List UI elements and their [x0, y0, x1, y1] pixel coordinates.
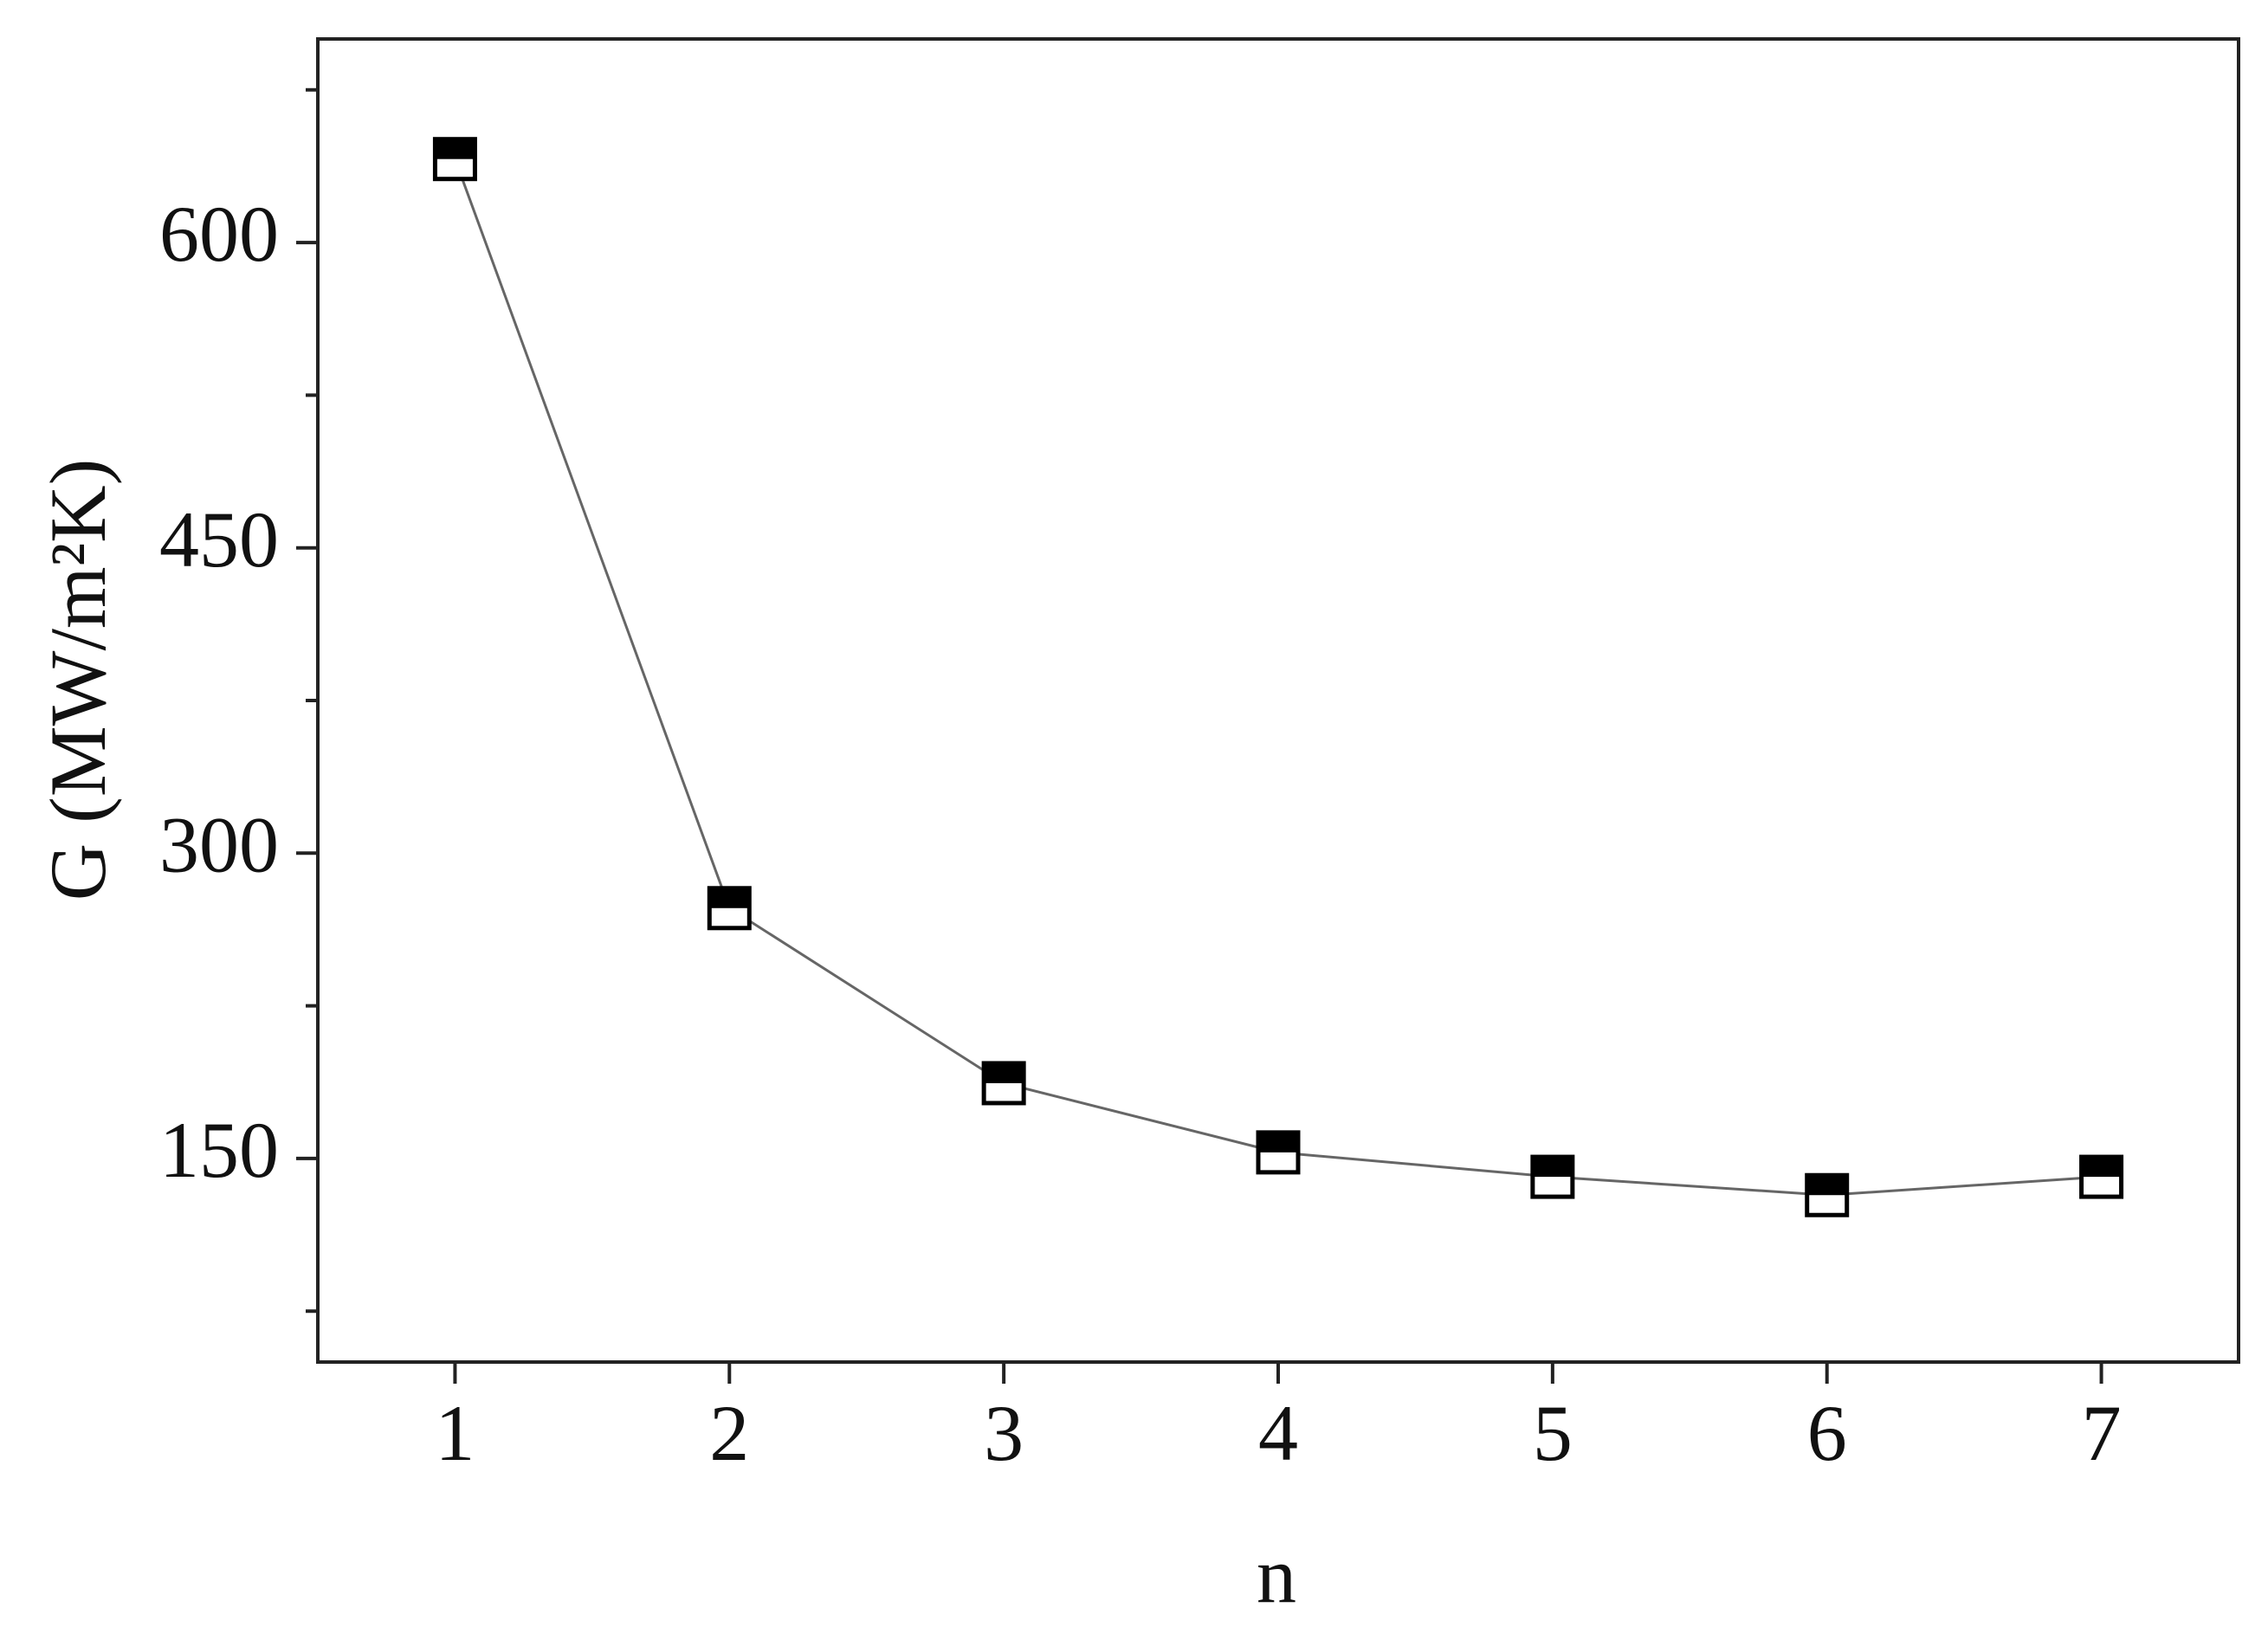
x-tick-label: 2 — [709, 1389, 749, 1477]
x-tick-label: 5 — [1533, 1389, 1573, 1477]
y-tick-label: 300 — [159, 800, 279, 888]
marker — [2079, 1154, 2124, 1199]
x-tick-label: 7 — [2082, 1389, 2122, 1477]
y-tick-label: 600 — [159, 190, 279, 278]
marker — [981, 1061, 1026, 1106]
y-axis-label: G (MW/m²K) — [34, 459, 122, 901]
y-tick-label: 150 — [159, 1106, 279, 1194]
marker — [432, 137, 477, 182]
marker — [1256, 1130, 1301, 1175]
marker-top-half — [435, 139, 475, 159]
marker-top-half — [984, 1062, 1024, 1083]
marker-top-half — [1806, 1175, 1847, 1196]
x-axis-label: n — [1257, 1531, 1296, 1619]
marker-top-half — [709, 888, 750, 908]
marker-top-half — [2081, 1157, 2122, 1178]
data-line — [454, 158, 2102, 1197]
marker — [1530, 1154, 1575, 1199]
marker-top-half — [1258, 1132, 1298, 1152]
marker — [1805, 1172, 1850, 1217]
x-tick-label: 4 — [1258, 1389, 1298, 1477]
y-tick-label: 450 — [159, 495, 279, 584]
x-tick-label: 3 — [984, 1389, 1024, 1477]
marker-top-half — [1532, 1157, 1573, 1178]
marker — [707, 886, 752, 931]
x-tick-label: 6 — [1807, 1389, 1847, 1477]
x-tick-label: 1 — [435, 1389, 475, 1477]
